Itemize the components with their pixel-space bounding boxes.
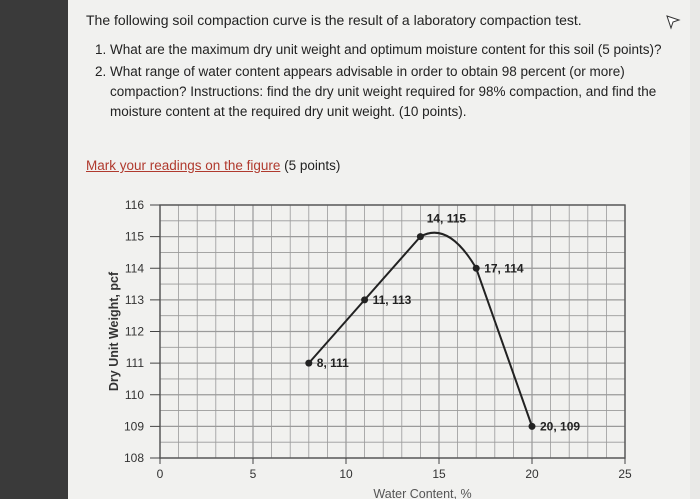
x-tick-label: 15 [432,467,446,481]
background-right [690,0,700,499]
y-tick-label: 115 [125,230,144,244]
question-1: What are the maximum dry unit weight and… [110,40,670,60]
data-point-label: 8, 111 [317,356,349,370]
data-point-label: 17, 114 [484,261,524,275]
x-tick-label: 5 [250,467,257,481]
y-tick-label: 110 [125,388,144,402]
y-tick-label: 108 [124,451,144,465]
data-point [528,422,536,430]
intro-text: The following soil compaction curve is t… [86,12,582,28]
y-tick-label: 112 [125,325,144,339]
y-tick-label: 114 [125,261,144,275]
y-tick-label: 116 [125,198,144,212]
question-2: What range of water content appears advi… [110,62,670,122]
x-tick-labels: 0 5 10 15 20 25 [157,467,632,481]
mark-readings-link[interactable]: Mark your readings on the figure [86,158,281,173]
y-tick-label: 109 [124,419,144,433]
data-point-label: 14, 115 [427,212,467,226]
y-axis-label: Dry Unit Weight, pcf [107,271,121,391]
chart-grid [159,204,626,459]
mark-instruction: Mark your readings on the figure (5 poin… [86,158,340,173]
x-axis-label: Water Content, % [373,487,471,499]
data-point [472,264,480,272]
y-tick-label: 111 [126,356,145,370]
data-point [305,359,313,367]
data-point-label: 20, 109 [540,419,580,433]
cursor-icon [666,15,681,30]
x-tick-label: 10 [339,467,353,481]
x-tick-label: 0 [157,467,164,481]
chart-axes [150,204,626,464]
data-point [361,296,369,304]
mark-points-text: (5 points) [280,158,341,173]
x-tick-label: 20 [525,467,539,481]
data-points: 8, 111 11, 113 14, 115 17, 114 20, 109 [305,212,580,433]
compaction-chart: 116 115 114 113 112 111 110 109 108 0 5 10 15 20 25 8… [107,198,632,499]
y-tick-label: 113 [125,293,144,307]
data-point [416,233,424,241]
x-tick-label: 25 [618,467,632,481]
y-tick-labels: 116 115 114 113 112 111 110 109 108 [124,198,144,465]
background-left [0,0,68,499]
question-list: What are the maximum dry unit weight and… [90,40,670,124]
data-point-label: 11, 113 [373,293,412,307]
question-panel [68,0,690,499]
